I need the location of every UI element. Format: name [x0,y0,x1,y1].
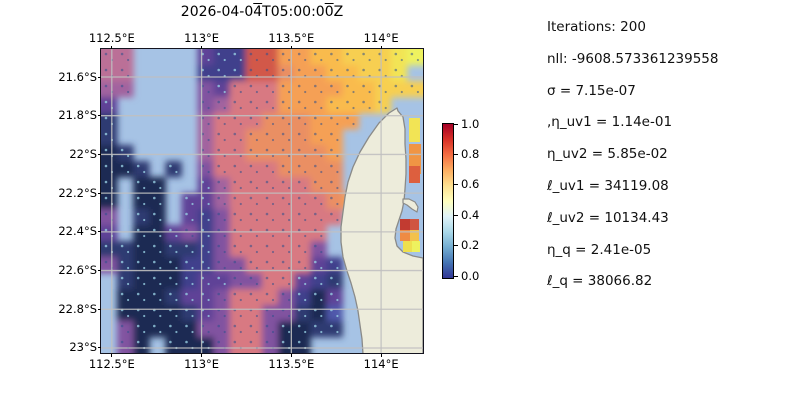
y-tick-label: 22.2°S [58,185,97,200]
map-heatmap [100,48,423,353]
colorbar-tick-label: 0.8 [461,146,480,161]
stat-line: ℓ_uv2 = 10134.43 [547,209,669,226]
tick-mark [97,115,101,117]
stat-line: σ = 7.15e-07 [547,82,636,99]
y-tick-label: 22.8°S [58,301,97,316]
x-tick-label: 112.5°E [88,357,135,371]
coastline-hook [402,198,419,213]
tick-mark [97,347,101,349]
stat-line: η_q = 2.41e-05 [547,241,652,258]
tick-mark [97,76,101,78]
tick-mark [97,308,101,310]
stat-line: η_uv2 = 5.85e-02 [547,146,668,163]
colorbar-tick-mark [454,153,458,155]
x-tick-label: 113.5°E [268,31,315,45]
x-tick-label: 114°E [363,31,399,45]
tick-mark [97,231,101,233]
y-tick-label: 23°S [69,340,97,355]
tick-mark [380,353,382,357]
title-part-overlined: 0 [324,4,334,20]
tick-mark [111,353,113,357]
x-tick-label: 113°E [184,357,220,371]
stat-line: nll: -9608.573361239558 [547,50,719,67]
tick-mark [97,270,101,272]
title-part: 2026-04-0 [180,4,254,20]
y-tick-label: 22.4°S [58,224,97,239]
y-tick-label: 22.6°S [58,263,97,278]
map-gridlines [100,48,423,353]
gulf-heat-cells [399,117,421,252]
tick-mark [201,353,203,357]
y-tick-label: 21.8°S [58,108,97,123]
x-tick-label: 114°E [363,357,399,371]
stat-line: ℓ_q = 38066.82 [547,273,653,290]
tick-mark [111,45,113,49]
colorbar-tick-label: 0.2 [461,238,480,253]
title-part-overlined: 4 [253,4,263,20]
y-tick-label: 22°S [69,146,97,161]
map-axes [99,47,424,354]
tick-mark [380,45,382,49]
tick-mark [290,45,292,49]
colorbar-tick-label: 0.6 [461,177,480,192]
colorbar-tick-mark [454,184,458,186]
stat-line: Iterations: 200 [547,19,646,35]
colorbar-tick-mark [454,123,458,125]
tick-mark [201,45,203,49]
tick-mark [290,353,292,357]
colorbar-tick-label: 0.4 [461,207,480,222]
stat-line: ℓ_uv1 = 34119.08 [547,178,669,194]
title-part: Z [333,4,344,20]
colorbar-tick-mark [454,275,458,277]
tick-mark [97,153,101,155]
colorbar [442,123,454,279]
title-part: T05:00:0 [262,4,325,20]
plot-title: 2026-04-04T05:00:00Z [101,4,423,20]
tick-mark [97,192,101,194]
land-coastline [340,107,423,353]
x-tick-label: 113.5°E [268,357,315,371]
colorbar-tick-label: 1.0 [461,116,480,131]
x-tick-label: 113°E [184,31,220,45]
stat-line: ,η_uv1 = 1.14e-01 [547,114,673,131]
colorbar-tick-mark [454,214,458,216]
y-tick-label: 21.6°S [58,69,97,84]
x-tick-label: 112.5°E [88,31,135,45]
colorbar-tick-mark [454,245,458,247]
colorbar-tick-label: 0.0 [461,268,480,283]
